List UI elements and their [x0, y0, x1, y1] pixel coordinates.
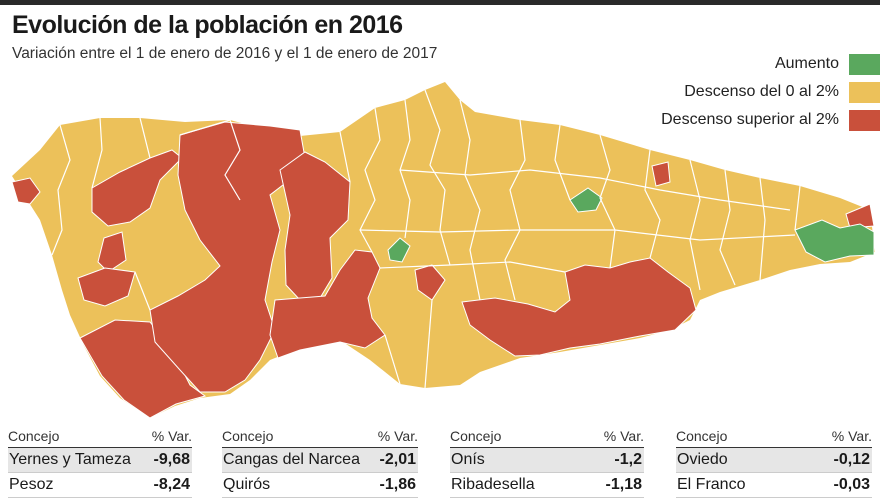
- table-row: Onís -1,2: [450, 448, 644, 473]
- top-rule: [0, 0, 880, 5]
- table-row: Ribadesella -1,18: [450, 473, 644, 498]
- col-concejo: Concejo: [676, 428, 728, 444]
- legend-label: Aumento: [774, 55, 839, 72]
- page-title: Evolución de la población en 2016: [12, 11, 403, 39]
- legend-item-aumento: Aumento: [480, 50, 880, 78]
- data-tables: Concejo % Var. Yernes y Tameza -9,68 Pes…: [0, 425, 880, 498]
- row-value: -1,18: [605, 476, 642, 493]
- col-var: % Var.: [377, 428, 418, 444]
- row-value: -1,86: [379, 476, 416, 493]
- row-value: -0,12: [833, 451, 870, 468]
- row-name: Ribadesella: [451, 476, 535, 493]
- col-concejo: Concejo: [450, 428, 502, 444]
- table-3: Concejo % Var. Onís -1,2 Ribadesella -1,…: [450, 425, 644, 498]
- region-decline-west-3: [77, 267, 136, 307]
- legend-swatch-yellow: [849, 81, 880, 103]
- page-subtitle: Variación entre el 1 de enero de 2016 y …: [12, 45, 438, 62]
- table-header: Concejo % Var.: [676, 425, 872, 448]
- row-name: Onís: [451, 451, 485, 468]
- col-concejo: Concejo: [222, 428, 274, 444]
- table-row: Oviedo -0,12: [676, 448, 872, 473]
- table-row: Cangas del Narcea -2,01: [222, 448, 418, 473]
- legend-label: Descenso superior al 2%: [661, 111, 839, 128]
- region-decline-west-1: [91, 149, 183, 227]
- region-decline-west-coast: [11, 177, 41, 205]
- table-row: Pesoz -8,24: [8, 473, 192, 498]
- row-value: -0,03: [833, 476, 870, 493]
- row-name: Oviedo: [677, 451, 728, 468]
- row-value: -1,2: [614, 451, 642, 468]
- municipal-borders: [51, 89, 801, 389]
- table-row: Yernes y Tameza -9,68: [8, 448, 192, 473]
- legend-item-descenso-0-2: Descenso del 0 al 2%: [480, 78, 880, 106]
- col-var: % Var.: [831, 428, 872, 444]
- region-decline-southwest: [79, 319, 207, 419]
- legend-swatch-red: [849, 109, 880, 131]
- region-decline-central: [279, 151, 351, 301]
- row-name: El Franco: [677, 476, 746, 493]
- row-value: -2,01: [379, 451, 416, 468]
- legend-label: Descenso del 0 al 2%: [684, 83, 839, 100]
- row-name: Quirós: [223, 476, 271, 493]
- legend: Aumento Descenso del 0 al 2% Descenso su…: [480, 50, 880, 134]
- table-1: Concejo % Var. Yernes y Tameza -9,68 Pes…: [8, 425, 192, 498]
- table-4: Concejo % Var. Oviedo -0,12 El Franco -0…: [676, 425, 872, 498]
- table-header: Concejo % Var.: [222, 425, 418, 448]
- table-row: El Franco -0,03: [676, 473, 872, 498]
- region-increase-oviedo: [569, 187, 603, 213]
- legend-item-descenso-superior: Descenso superior al 2%: [480, 106, 880, 134]
- row-value: -8,24: [153, 476, 190, 493]
- region-decline-west-2: [97, 231, 127, 273]
- region-increase-central: [387, 237, 411, 263]
- table-header: Concejo % Var.: [450, 425, 644, 448]
- region-increase-east: [794, 219, 875, 263]
- col-concejo: Concejo: [8, 428, 60, 444]
- row-name: Yernes y Tameza: [9, 451, 131, 468]
- table-header: Concejo % Var.: [8, 425, 192, 448]
- col-var: % Var.: [603, 428, 644, 444]
- region-decline-southeast: [461, 257, 697, 357]
- region-decline-south-central: [269, 249, 386, 359]
- legend-swatch-green: [849, 53, 880, 75]
- row-name: Pesoz: [9, 476, 54, 493]
- row-value: -9,68: [153, 451, 190, 468]
- col-var: % Var.: [151, 428, 192, 444]
- region-decline-east-coast: [651, 161, 671, 187]
- row-name: Cangas del Narcea: [223, 451, 360, 468]
- region-decline-east-tip: [845, 203, 875, 229]
- table-row: Quirós -1,86: [222, 473, 418, 498]
- table-2: Concejo % Var. Cangas del Narcea -2,01 Q…: [222, 425, 418, 498]
